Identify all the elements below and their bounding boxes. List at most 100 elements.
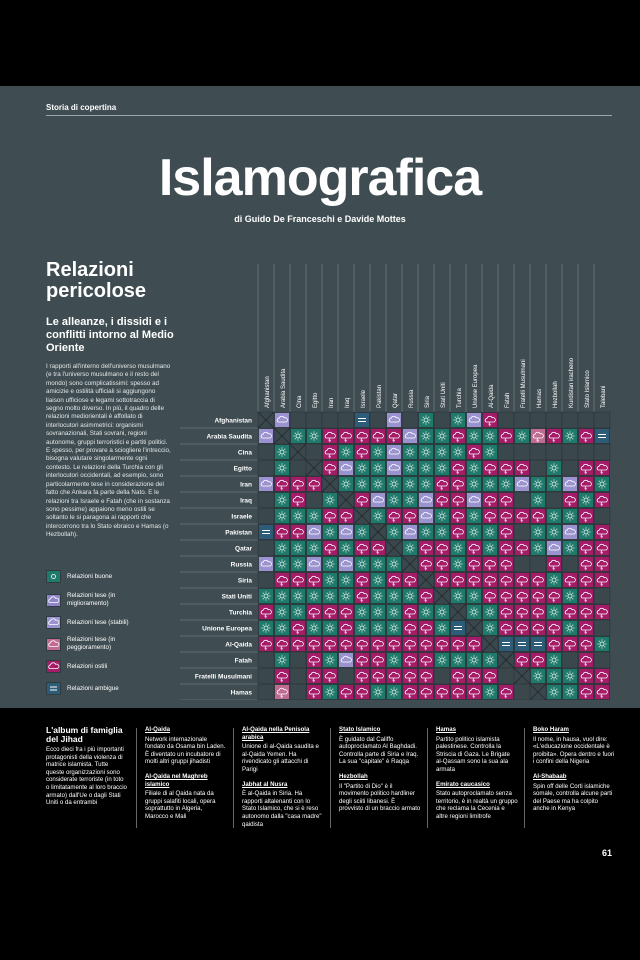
matrix-cell — [354, 684, 370, 700]
cloud-icon — [468, 495, 480, 503]
row-label: Qatar — [235, 546, 252, 553]
sun-icon — [341, 447, 351, 457]
matrix-cell — [434, 508, 450, 524]
sun-icon — [421, 463, 431, 473]
intro-text: I rapporti all'interno dell'universo mus… — [46, 363, 171, 539]
sun-icon — [485, 623, 495, 633]
matrix-cell — [290, 572, 306, 588]
matrix-empty-cell — [289, 411, 307, 429]
row-label: Fatah — [235, 658, 252, 665]
footer-divider — [427, 728, 428, 828]
storm-icon — [276, 479, 288, 491]
sun-icon — [357, 623, 367, 633]
matrix-cell — [386, 556, 402, 572]
matrix-cell — [466, 460, 482, 476]
equals-icon — [454, 626, 462, 630]
equals-icon — [262, 530, 270, 534]
sun-icon — [485, 607, 495, 617]
matrix-cell — [354, 572, 370, 588]
sun-icon — [373, 447, 383, 457]
storm-icon — [468, 543, 480, 555]
sun-icon — [597, 639, 607, 649]
sun-icon — [437, 607, 447, 617]
matrix-cell — [578, 636, 594, 652]
matrix-cell — [434, 636, 450, 652]
storm-icon — [452, 479, 464, 491]
storm-icon — [324, 607, 336, 619]
storm-icon — [516, 655, 528, 667]
matrix-cell — [434, 444, 450, 460]
section-rule — [46, 115, 612, 116]
matrix-cell — [514, 588, 530, 604]
sun-icon — [277, 559, 287, 569]
storm-icon — [404, 687, 416, 699]
storm-icon — [580, 671, 592, 683]
matrix-cell — [578, 684, 594, 700]
matrix-cell — [450, 684, 466, 700]
matrix-empty-cell — [561, 651, 579, 669]
sun-icon — [293, 431, 303, 441]
storm-icon — [596, 559, 608, 571]
sun-icon — [277, 543, 287, 553]
storm-icon — [580, 687, 592, 699]
matrix-empty-cell — [529, 411, 547, 429]
matrix-cell — [306, 476, 322, 492]
sun-icon — [485, 543, 495, 553]
column-label: Iran — [329, 398, 335, 408]
matrix-cell — [322, 604, 338, 620]
storm-icon — [452, 463, 464, 475]
cloud-icon — [404, 527, 416, 535]
row-label: Iraq — [240, 498, 252, 505]
column-label: Cina — [297, 395, 303, 408]
matrix-cell — [562, 684, 578, 700]
matrix-cell — [546, 508, 562, 524]
storm-icon — [436, 495, 448, 507]
sun-icon — [549, 511, 559, 521]
sun-icon — [277, 623, 287, 633]
matrix-cell — [466, 492, 482, 508]
sun-icon — [421, 527, 431, 537]
matrix-cell — [594, 428, 610, 444]
matrix-cell — [434, 428, 450, 444]
matrix-cell — [402, 620, 418, 636]
column-label: Arabia Saudita — [281, 368, 287, 408]
matrix-empty-cell — [545, 443, 563, 461]
cloud-icon — [388, 463, 400, 471]
storm-icon — [340, 687, 352, 699]
storm-icon — [580, 655, 592, 667]
matrix-cell — [434, 476, 450, 492]
group-text: Network internazionale fondato da Osama … — [145, 735, 226, 766]
storm-icon — [580, 591, 592, 603]
matrix-cell — [578, 524, 594, 540]
matrix-cell — [354, 556, 370, 572]
matrix-cell — [530, 508, 546, 524]
sun-icon — [565, 687, 575, 697]
storm-icon — [580, 431, 592, 443]
storm-icon — [452, 495, 464, 507]
matrix-cell — [354, 604, 370, 620]
cloud-icon — [388, 447, 400, 455]
cloud-icon — [468, 415, 480, 423]
sun-icon — [485, 655, 495, 665]
sun-icon — [421, 431, 431, 441]
matrix-cell — [482, 652, 498, 668]
storm-icon — [452, 575, 464, 587]
storm-icon — [532, 591, 544, 603]
sun-icon — [421, 607, 431, 617]
sun-icon — [437, 527, 447, 537]
matrix-cell — [418, 636, 434, 652]
cloud-icon — [308, 527, 320, 535]
storm-icon — [452, 527, 464, 539]
storm-icon — [580, 511, 592, 523]
matrix-cell — [274, 476, 290, 492]
storm-icon — [292, 575, 304, 587]
sun-icon — [405, 447, 415, 457]
matrix-cell — [482, 668, 498, 684]
matrix-cell — [594, 492, 610, 508]
storm-icon — [532, 575, 544, 587]
legend-label: Relazioni ostili — [67, 662, 108, 670]
matrix-cell — [306, 428, 322, 444]
matrix-empty-cell — [257, 667, 275, 685]
storm-icon — [308, 655, 320, 667]
storm-icon — [356, 655, 368, 667]
